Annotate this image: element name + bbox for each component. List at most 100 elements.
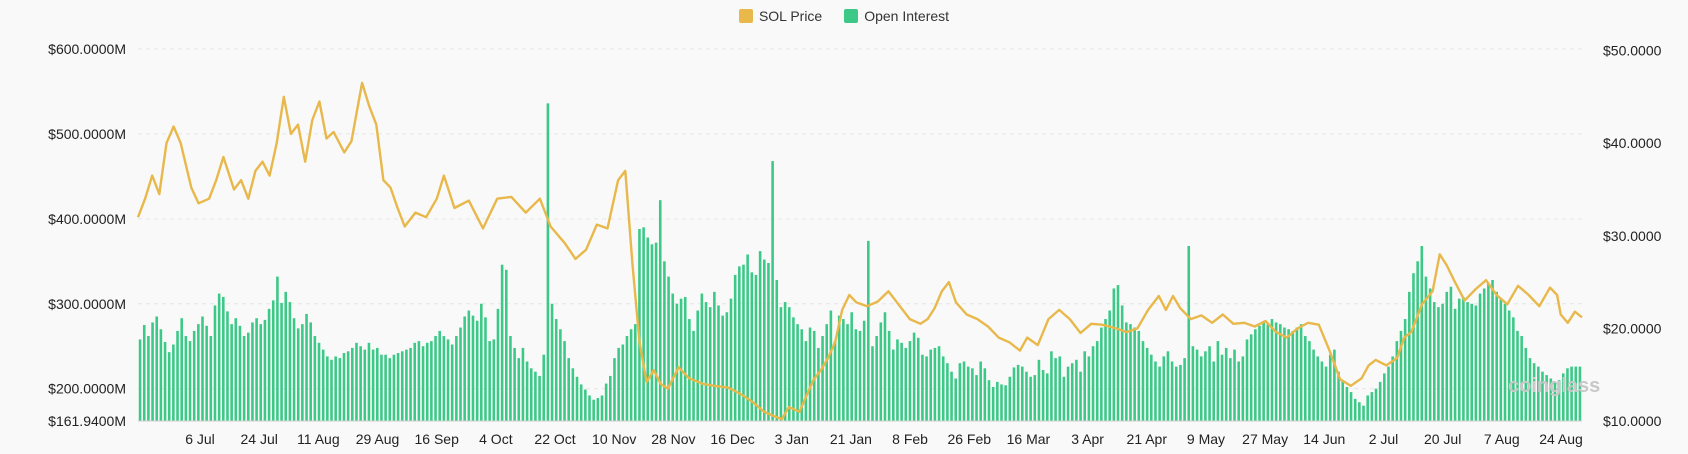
oi-bar [975, 375, 978, 421]
oi-bar [351, 347, 354, 421]
oi-bar [1054, 358, 1057, 421]
oi-bar [172, 344, 175, 421]
oi-bar [779, 307, 783, 421]
oi-bar [696, 310, 699, 421]
oi-bar [271, 300, 275, 421]
oi-bar [1108, 310, 1111, 421]
oi-bar [1516, 330, 1519, 421]
oi-bar [763, 259, 766, 421]
x-tick-label: 14 Jun [1303, 431, 1345, 447]
oi-bar [875, 336, 878, 421]
oi-bar [284, 291, 288, 421]
oi-bar [1520, 336, 1523, 421]
oi-bar [704, 302, 708, 421]
oi-bar [1025, 371, 1028, 421]
oi-bar [471, 315, 475, 421]
oi-bar [983, 368, 987, 421]
oi-bar [1370, 392, 1374, 421]
oi-bar [480, 303, 483, 421]
oi-bar [430, 341, 433, 421]
oi-bar [941, 356, 945, 421]
left-tick-label: $400.0000M [48, 211, 126, 227]
x-tick-label: 24 Jul [240, 431, 277, 447]
oi-bar [996, 381, 999, 421]
oi-bar [742, 264, 745, 421]
oi-bar [1100, 327, 1103, 421]
oi-bar [529, 368, 533, 421]
oi-bar [671, 293, 675, 421]
oi-bar [388, 358, 392, 421]
oi-bar [767, 262, 770, 421]
x-tick-label: 3 Apr [1071, 431, 1104, 447]
oi-bar [1266, 324, 1270, 421]
legend-label-open-interest: Open Interest [864, 8, 950, 24]
oi-bar [625, 336, 629, 421]
oi-bar [1199, 356, 1203, 421]
oi-bar [658, 200, 662, 421]
oi-bar [504, 269, 508, 421]
oi-bar [1395, 341, 1399, 421]
oi-bar [342, 353, 346, 421]
oi-bar [246, 332, 250, 421]
oi-bar [638, 229, 641, 421]
oi-bar [937, 346, 941, 421]
sol-price-line [136, 81, 1583, 421]
oi-bar [1016, 364, 1020, 421]
oi-bar [829, 310, 833, 421]
oi-bar [1341, 380, 1345, 421]
x-tick-label: 2 Jul [1369, 431, 1399, 447]
oi-bar [1033, 375, 1037, 421]
oi-bar [1366, 395, 1369, 421]
oi-bar [234, 318, 238, 421]
x-tick-label: 4 Oct [479, 431, 513, 447]
left-tick-label: $500.0000M [48, 126, 126, 142]
oi-bar [592, 399, 595, 421]
oi-bar [1179, 364, 1182, 421]
x-tick-label: 21 Jan [830, 431, 872, 447]
oi-bar [700, 293, 704, 421]
oi-bar [1358, 402, 1361, 421]
oi-bar [646, 237, 650, 421]
oi-bar [484, 317, 487, 421]
oi-bar [879, 322, 883, 421]
oi-bar [1328, 354, 1332, 421]
oi-bar [966, 366, 970, 421]
oi-bar [1387, 366, 1390, 421]
oi-bar [455, 336, 458, 421]
oi-bar [326, 356, 329, 421]
oi-bar [1183, 358, 1186, 421]
oi-bar [1570, 366, 1573, 421]
oi-bar [1474, 305, 1478, 421]
bar-layer [138, 103, 1582, 421]
oi-bar [563, 341, 566, 421]
oi-bar [267, 308, 271, 421]
legend-item-sol-price[interactable]: SOL Price [738, 8, 822, 24]
oi-bar [1457, 298, 1461, 421]
right-tick-label: $40.0000 [1603, 135, 1662, 151]
oi-bar [296, 328, 300, 421]
oi-bar [534, 371, 537, 421]
oi-bar [1004, 385, 1007, 421]
oi-bar [575, 376, 579, 421]
oi-bar [817, 347, 820, 421]
oi-bar [787, 307, 791, 421]
oi-bar [1403, 319, 1407, 421]
oi-bar [1324, 366, 1328, 421]
oi-bar [1216, 341, 1220, 421]
oi-bar [255, 318, 258, 421]
oi-bar [421, 346, 425, 421]
oi-bar [1083, 351, 1086, 421]
legend-item-open-interest[interactable]: Open Interest [844, 8, 949, 24]
oi-bar [642, 227, 645, 421]
x-tick-label: 24 Aug [1539, 431, 1583, 447]
oi-bar [600, 395, 604, 421]
oi-bar [380, 354, 383, 421]
oi-bar [950, 371, 953, 421]
oi-bar [1428, 288, 1432, 421]
oi-bar [1062, 376, 1066, 421]
oi-bar [1432, 302, 1436, 421]
oi-bar [771, 161, 774, 421]
oi-bar [1507, 310, 1511, 421]
open-interest-swatch [844, 9, 859, 23]
